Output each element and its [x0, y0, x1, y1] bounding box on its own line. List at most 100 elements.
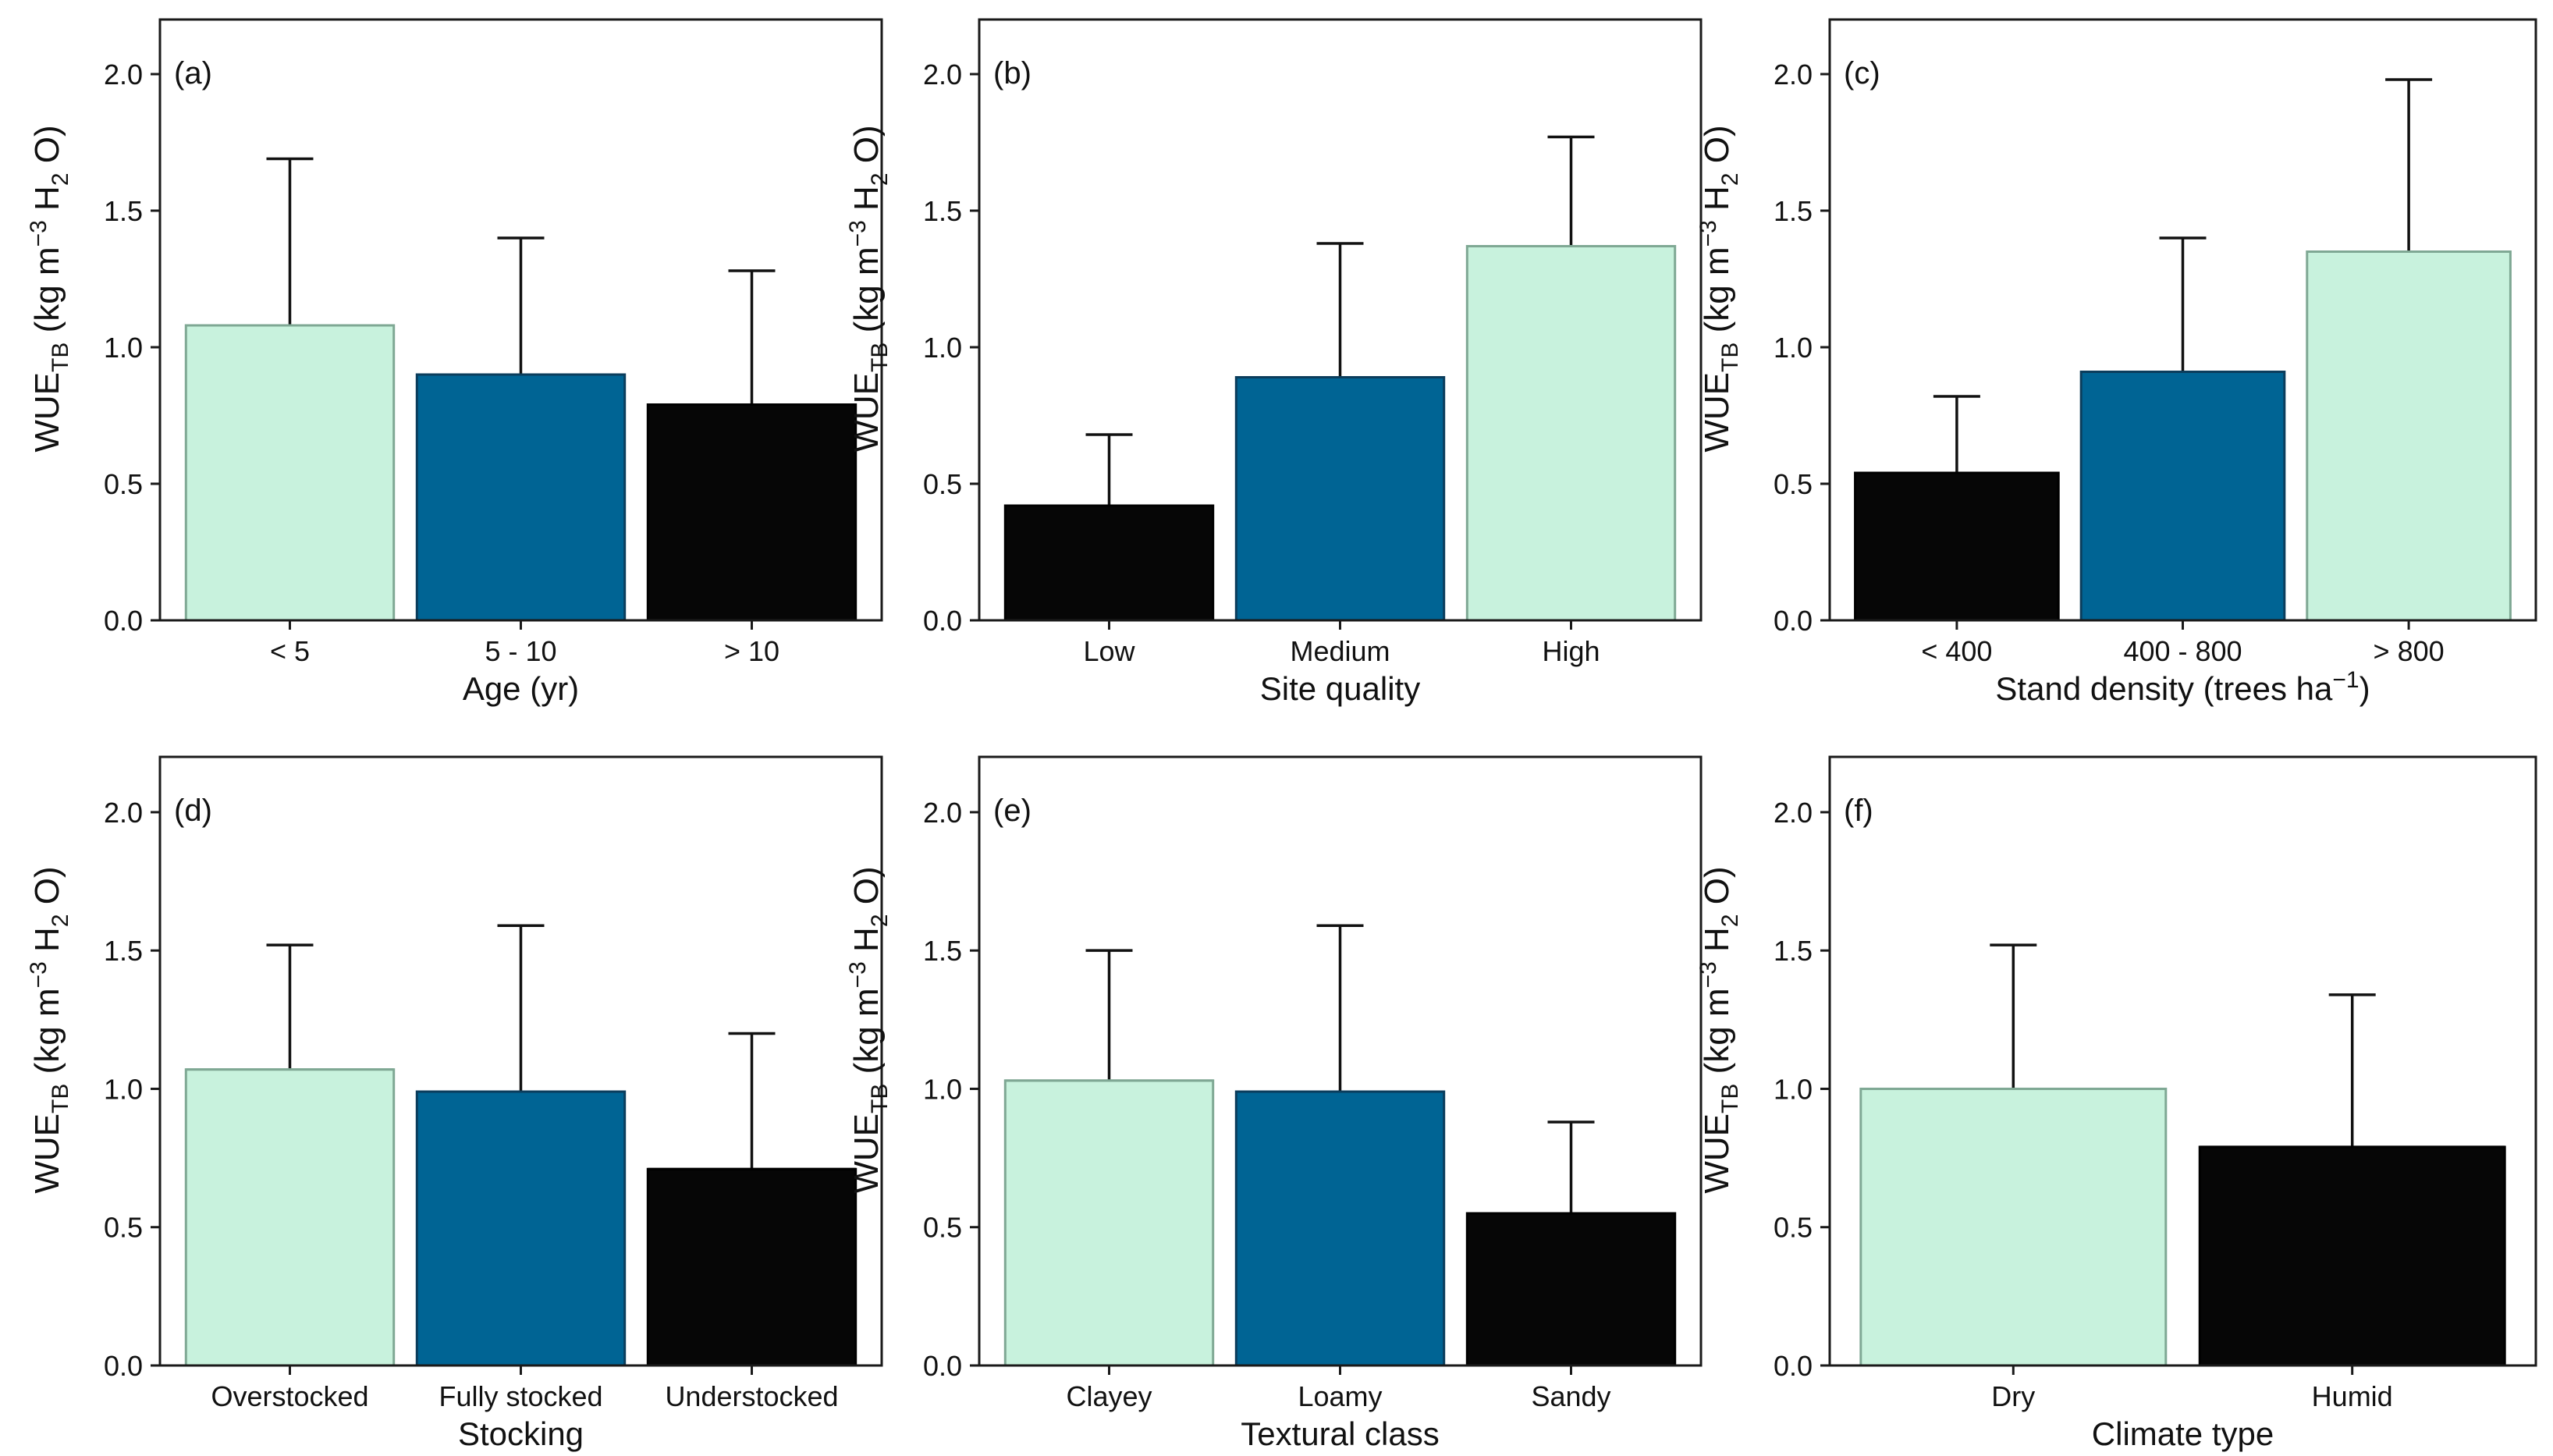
- y-tick-label: 0.5: [1774, 468, 1813, 500]
- y-tick-label: 1.5: [104, 935, 143, 967]
- x-tick-label: Loamy: [1298, 1380, 1382, 1412]
- y-label-exp: −3: [1695, 220, 1721, 247]
- y-label-base: WUE: [1698, 1113, 1736, 1194]
- y-tick-label: 0.0: [923, 605, 962, 637]
- y-label-unit-mid: H: [847, 927, 886, 961]
- y-axis-label: WUETB (kg m−3 H2 O): [845, 866, 893, 1193]
- y-label-exp: −3: [1695, 961, 1721, 988]
- panel-label: (c): [1844, 56, 1880, 91]
- y-tick-label: 0.5: [923, 1212, 962, 1244]
- y-tick-label: 0.0: [923, 1350, 962, 1382]
- y-label-sub2: 2: [867, 172, 893, 186]
- x-tick-label: 400 - 800: [2123, 635, 2242, 667]
- y-tick-label: 1.5: [923, 195, 962, 227]
- y-label-unit-mid: H: [28, 927, 66, 961]
- bar: [184, 324, 396, 622]
- x-tick-label: > 10: [724, 635, 779, 667]
- y-label-unit-close: O): [1698, 866, 1736, 914]
- bar: [646, 403, 858, 622]
- panel-a: < 5 5 - 10 > 10 0.0 0.5 1.0 1.5 2.0 (a) Age (yr) W…: [26, 18, 883, 707]
- y-label-exp: −3: [845, 220, 871, 247]
- y-label-sub2: 2: [1717, 914, 1743, 927]
- x-tick-label: Medium: [1290, 635, 1390, 667]
- panel-f: Dry Humid 0.0 0.5 1.0 1.5 2.0 (f) Climate type WU…: [1695, 755, 2537, 1452]
- y-tick-label: 2.0: [923, 59, 962, 91]
- x-tick-label: High: [1542, 635, 1600, 667]
- x-tick-label: Understocked: [665, 1380, 838, 1412]
- y-label-unit-close: O): [847, 866, 886, 914]
- plot-frame: [1828, 18, 2537, 622]
- x-axis-label-text: Stand density (trees ha: [1995, 670, 2333, 707]
- x-axis-label: Climate type: [2092, 1415, 2274, 1452]
- y-label-unit-open: (kg m: [28, 247, 66, 342]
- x-tick-label: Humid: [2312, 1380, 2393, 1412]
- y-tick-label: 1.0: [923, 332, 962, 364]
- y-label-exp: −3: [26, 961, 51, 988]
- x-axis-label: Age (yr): [463, 670, 579, 707]
- plot-frame: [978, 18, 1703, 622]
- panel-label: (f): [1844, 794, 1873, 828]
- bar: [1854, 471, 2060, 622]
- y-label-unit-open: (kg m: [847, 988, 886, 1083]
- y-label-sub: TB: [1717, 1084, 1743, 1113]
- plot-frame: [978, 755, 1703, 1367]
- bar: [2306, 250, 2512, 622]
- y-tick-label: 1.0: [104, 332, 143, 364]
- panel-label: (b): [993, 56, 1031, 91]
- bar: [2079, 371, 2286, 622]
- panel-c: < 400 400 - 800 > 800 0.0 0.5 1.0 1.5 2.0 (c) Sta…: [1695, 18, 2537, 707]
- y-label-unit-open: (kg m: [1698, 247, 1736, 342]
- y-tick-label: 0.5: [104, 1212, 143, 1244]
- y-label-unit-open: (kg m: [847, 247, 886, 342]
- y-tick-label: 0.5: [923, 468, 962, 500]
- bar: [415, 373, 627, 622]
- bar: [1234, 1090, 1446, 1367]
- y-tick-label: 2.0: [104, 59, 143, 91]
- y-label-sub: TB: [867, 1084, 893, 1113]
- bar: [1465, 245, 1677, 622]
- y-tick-label: 0.5: [104, 468, 143, 500]
- y-tick-label: 0.0: [1774, 605, 1813, 637]
- y-label-unit-open: (kg m: [28, 988, 66, 1083]
- y-label-base: WUE: [28, 372, 66, 453]
- y-tick-label: 2.0: [104, 797, 143, 829]
- y-tick-label: 1.5: [104, 195, 143, 227]
- y-tick-label: 0.5: [1774, 1212, 1813, 1244]
- x-axis-label-close: ): [2359, 670, 2370, 707]
- x-axis-label: Stocking: [458, 1415, 584, 1452]
- x-tick-label: < 400: [1921, 635, 1992, 667]
- bar: [1465, 1212, 1677, 1367]
- y-label-sub: TB: [48, 343, 73, 372]
- y-axis-label: WUETB (kg m−3 H2 O): [26, 866, 73, 1193]
- x-tick-label: Dry: [1991, 1380, 2035, 1412]
- bar: [1234, 376, 1446, 622]
- x-axis-label: Stand density (trees ha−1): [1995, 667, 2370, 707]
- y-tick-label: 0.0: [1774, 1350, 1813, 1382]
- y-tick-label: 1.5: [923, 935, 962, 967]
- y-axis-label: WUETB (kg m−3 H2 O): [26, 125, 73, 452]
- y-label-sub2: 2: [867, 914, 893, 927]
- y-label-sub2: 2: [1717, 172, 1743, 186]
- plot-frame: [158, 755, 883, 1367]
- y-label-base: WUE: [847, 372, 886, 453]
- y-tick-label: 2.0: [1774, 59, 1813, 91]
- y-label-sub: TB: [867, 343, 893, 372]
- panel-e: Clayey Loamy Sandy 0.0 0.5 1.0 1.5 2.0 (e) Textur…: [845, 755, 1703, 1452]
- y-label-sub: TB: [48, 1084, 73, 1113]
- y-label-exp: −3: [845, 961, 871, 988]
- x-axis-label-sup: −1: [2332, 667, 2359, 693]
- panel-label: (e): [993, 794, 1031, 828]
- x-tick-label: > 800: [2374, 635, 2445, 667]
- x-tick-label: < 5: [270, 635, 310, 667]
- y-axis-label: WUETB (kg m−3 H2 O): [1695, 125, 1743, 452]
- y-label-base: WUE: [847, 1113, 886, 1194]
- y-label-unit-close: O): [1698, 125, 1736, 172]
- bar: [184, 1068, 396, 1367]
- bar: [1003, 504, 1215, 622]
- y-label-sub2: 2: [48, 914, 73, 927]
- y-tick-label: 1.5: [1774, 195, 1813, 227]
- y-tick-label: 1.5: [1774, 935, 1813, 967]
- bar: [2198, 1145, 2506, 1367]
- x-axis-label: Textural class: [1241, 1415, 1439, 1452]
